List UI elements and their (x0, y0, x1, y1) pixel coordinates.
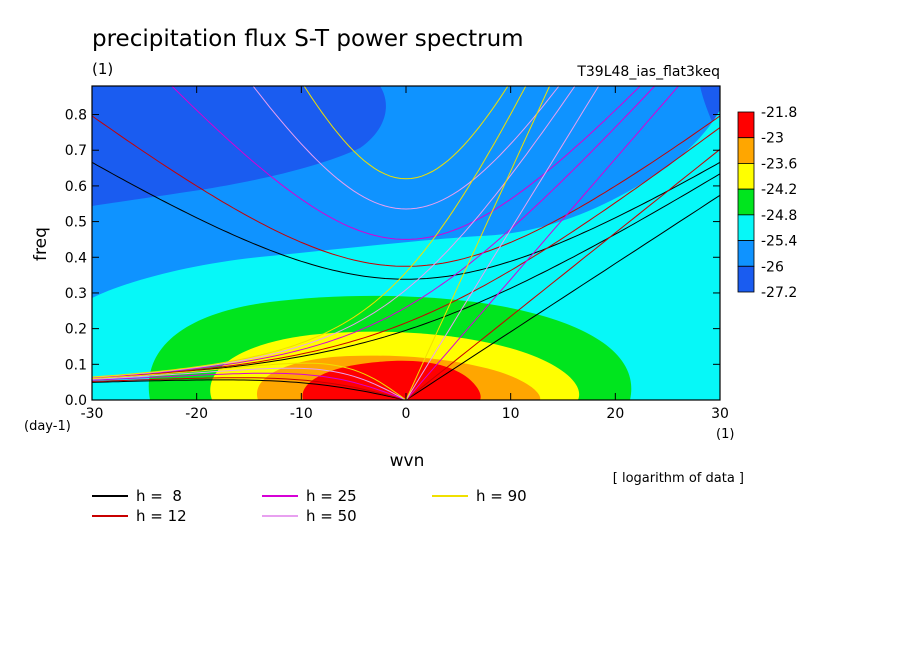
colorbar: -21.8 -23 -23.6 -24.2 -24.8 -25.4 -26 -27.2 (737, 105, 797, 301)
colorbar-swatch (737, 188, 755, 216)
y-tick-label: 0.5 (65, 215, 87, 231)
mrg-curve (92, 86, 656, 379)
x-axis: -30 -20 -10 0 10 20 30 (81, 86, 729, 422)
y-tick-label: 0.4 (65, 250, 87, 266)
ig1-curve (252, 86, 560, 210)
y-tick-label: 0.0 (65, 393, 87, 409)
kelvin-curve (405, 86, 680, 400)
plot-area (92, 86, 720, 400)
y-axis: 0.0 0.1 0.2 0.3 0.4 0.5 0.6 0.7 0.8 (65, 108, 720, 409)
y-axis-label: freq (31, 227, 51, 261)
kelvin-curve (405, 148, 720, 400)
colorbar-label: -26 (761, 259, 784, 275)
kelvin-curve (405, 86, 551, 400)
dispersion-curves (92, 86, 720, 400)
kelvin-curve (405, 86, 600, 400)
colorbar-label: -23 (761, 131, 784, 147)
x-tick-label: 30 (711, 406, 729, 422)
mrg-curve (92, 86, 576, 378)
mrg-curve (92, 86, 527, 378)
x-axis-label: wvn (390, 451, 425, 471)
colorbar-swatch (737, 111, 755, 139)
colorbar-label: -23.6 (761, 156, 797, 172)
y-tick-label: 0.6 (65, 179, 87, 195)
legend-label: h = 50 (306, 507, 357, 525)
colorbar-label: -25.4 (761, 234, 797, 250)
y-unit-label: (day-1) (24, 419, 71, 434)
x-tick-label: 20 (606, 406, 624, 422)
colorbar-swatch (737, 214, 755, 241)
kelvin-curve (405, 194, 720, 400)
x-unit-label: (1) (716, 427, 734, 442)
colorbar-label: -24.8 (761, 208, 797, 224)
ig1-curve (92, 161, 720, 280)
colorbar-swatch (737, 265, 755, 293)
ig1-curve (171, 86, 641, 240)
rossby-curve (92, 377, 407, 400)
ig1-curve (92, 115, 720, 267)
colorbar-label: -21.8 (761, 105, 797, 121)
x-tick-label: -30 (81, 406, 104, 422)
rossby-curve (92, 367, 407, 400)
colorbar-swatch (737, 137, 755, 164)
legend-label: h = 90 (476, 487, 527, 505)
colorbar-label: -24.2 (761, 182, 797, 198)
y-tick-label: 0.8 (65, 108, 87, 124)
legend-label: h = 12 (136, 507, 187, 525)
colorbar-swatch (737, 163, 755, 190)
rossby-curve (92, 372, 407, 400)
contour-red (302, 360, 481, 400)
y-tick-label: 0.2 (65, 322, 87, 338)
legend-label: h = 25 (306, 487, 357, 505)
x-tick-label: 10 (502, 406, 520, 422)
x-tick-label: 0 (402, 406, 411, 422)
contour-darkblue-left (92, 86, 386, 206)
y-tick-label: 0.3 (65, 286, 87, 302)
rossby-curve (92, 379, 407, 400)
y-tick-label: 0.1 (65, 357, 87, 373)
legend-label: h = 8 (136, 487, 182, 505)
colorbar-label: -27.2 (761, 285, 797, 301)
data-note: [ logarithm of data ] (613, 471, 744, 486)
mrg-curve (92, 127, 720, 379)
ig1-curve (303, 86, 509, 180)
chart-subtitle-right: T39L48_ias_flat3keq (576, 64, 720, 80)
x-tick-label: -10 (290, 406, 313, 422)
chart-title: precipitation flux S-T power spectrum (92, 26, 524, 52)
legend: h = 8 h = 12 h = 25 h = 50 h = 90 (92, 487, 527, 525)
rossby-curve (92, 362, 407, 400)
y-tick-label: 0.7 (65, 143, 87, 159)
chart-subtitle-left: (1) (92, 60, 113, 78)
x-tick-label: -20 (185, 406, 208, 422)
colorbar-swatch (737, 240, 755, 267)
